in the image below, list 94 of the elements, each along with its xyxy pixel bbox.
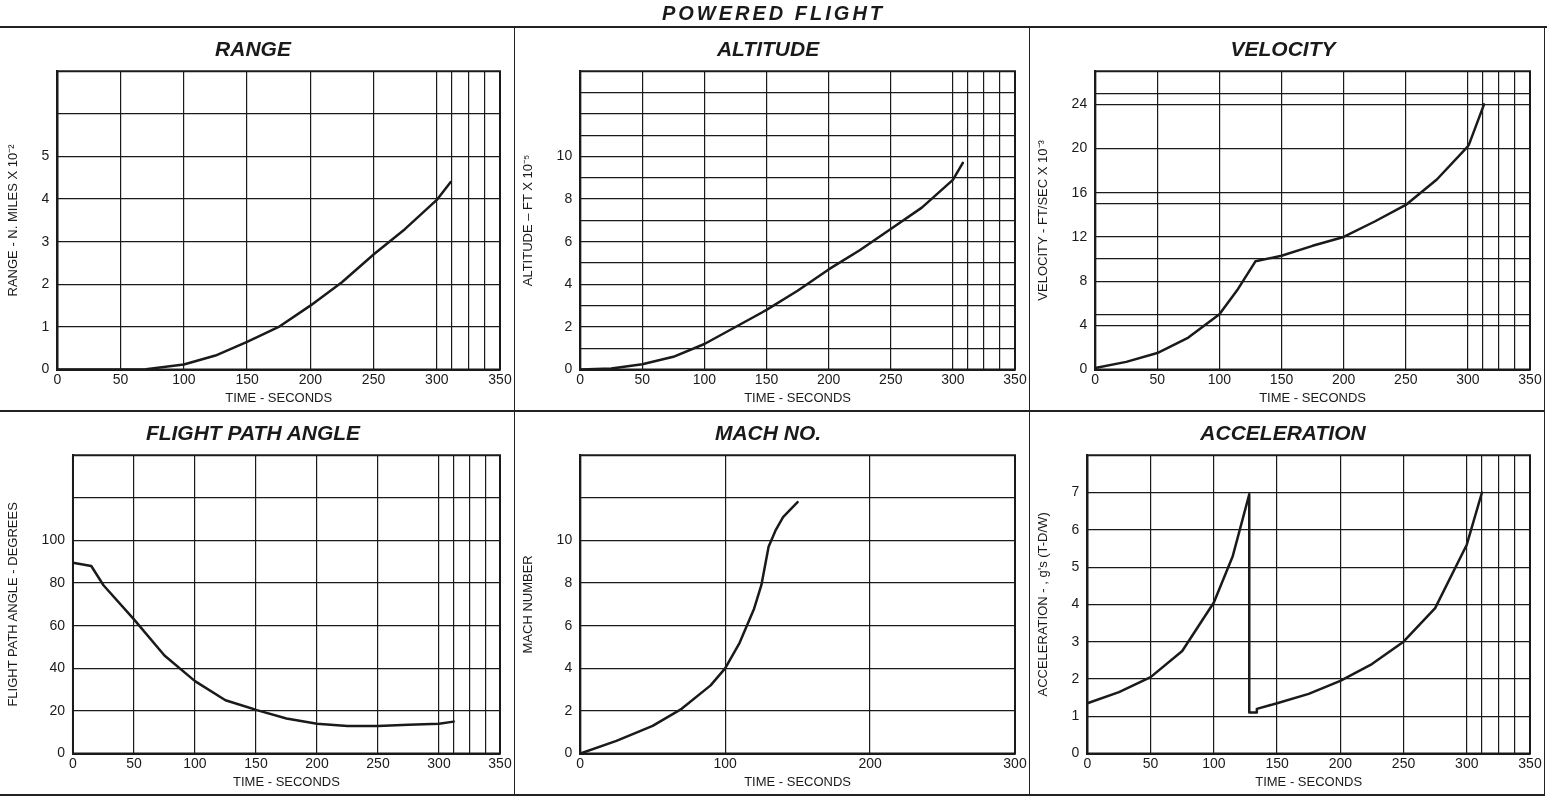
y-axis-title: MACH NUMBER — [520, 555, 536, 654]
x-tick-label: 100 — [713, 754, 738, 771]
x-tick-label: 100 — [1202, 754, 1226, 771]
x-tick-label: 200 — [1328, 754, 1353, 771]
x-tick-label: 50 — [1142, 754, 1159, 771]
y-tick-label: 4 — [564, 659, 573, 676]
x-tick-label: 150 — [1265, 754, 1289, 771]
x-axis-title: TIME - SECONDS — [744, 389, 852, 405]
x-axis-title: TIME - SECONDS — [233, 773, 341, 789]
x-tick-label: 300 — [425, 370, 449, 387]
x-axis-title: TIME - SECONDS — [744, 773, 852, 789]
y-tick-label: 80 — [49, 573, 66, 590]
x-tick-label: 300 — [1456, 370, 1480, 387]
chart-title: FLIGHT PATH ANGLE — [145, 421, 362, 445]
chart-title: RANGE — [215, 37, 292, 61]
x-tick-label: 0 — [576, 370, 585, 387]
x-tick-label: 0 — [1091, 370, 1100, 387]
y-tick-label: 2 — [564, 317, 573, 334]
y-tick-label: 1 — [1071, 707, 1080, 724]
y-tick-label: 40 — [49, 659, 66, 676]
x-tick-label: 350 — [1003, 370, 1027, 387]
y-tick-label: 8 — [564, 189, 573, 206]
x-tick-label: 350 — [1518, 754, 1542, 771]
text: POWERED FLIGHT — [661, 1, 886, 25]
y-tick-label: 6 — [564, 232, 573, 249]
y-tick-label: 10 — [556, 147, 573, 164]
y-tick-label: 20 — [1071, 139, 1088, 156]
y-tick-label: 3 — [41, 232, 50, 249]
x-tick-label: 250 — [879, 370, 903, 387]
x-tick-label: 250 — [1394, 370, 1418, 387]
x-tick-label: 0 — [69, 754, 78, 771]
x-axis-title: TIME - SECONDS — [1259, 389, 1367, 405]
x-tick-label: 200 — [816, 370, 841, 387]
x-axis-title: TIME - SECONDS — [1255, 773, 1363, 789]
y-tick-label: 24 — [1071, 95, 1088, 112]
x-tick-label: 350 — [488, 754, 512, 771]
y-axis-title: RANGE - N. MILES X 10⁻² — [5, 143, 21, 297]
x-tick-label: 100 — [692, 370, 717, 387]
y-tick-label: 20 — [49, 701, 66, 718]
x-tick-label: 200 — [298, 370, 323, 387]
x-tick-label: 300 — [427, 754, 451, 771]
x-tick-label: 300 — [1003, 754, 1027, 771]
x-axis-title: TIME - SECONDS — [225, 389, 333, 405]
x-tick-label: 200 — [305, 754, 329, 771]
y-axis-title: FLIGHT PATH ANGLE - DEGREES — [5, 501, 21, 707]
x-tick-label: 100 — [172, 370, 196, 387]
x-tick-label: 350 — [1518, 370, 1542, 387]
y-tick-label: 2 — [41, 275, 50, 292]
y-tick-label: 6 — [564, 616, 573, 633]
x-tick-label: 350 — [488, 370, 512, 387]
x-tick-label: 50 — [112, 370, 129, 387]
y-tick-label: 1 — [41, 317, 50, 334]
y-tick-label: 2 — [1071, 669, 1080, 686]
x-tick-label: 0 — [576, 754, 585, 771]
chart-title: ACCELERATION — [1199, 421, 1367, 445]
chart-title: MACH NO. — [714, 421, 822, 445]
y-tick-label: 12 — [1071, 227, 1088, 244]
chart-title: ALTITUDE — [715, 37, 821, 61]
chart-title: VELOCITY — [1230, 37, 1338, 61]
y-tick-label: 100 — [41, 531, 66, 548]
y-tick-label: 7 — [1071, 483, 1080, 500]
x-tick-label: 200 — [858, 754, 882, 771]
y-tick-label: 4 — [1071, 595, 1080, 612]
x-tick-label: 100 — [183, 754, 207, 771]
y-axis-title: VELOCITY - FT/SEC X 10⁻³ — [1035, 139, 1051, 301]
y-tick-label: 5 — [1071, 557, 1080, 574]
x-tick-label: 250 — [361, 370, 386, 387]
x-tick-label: 150 — [1269, 370, 1294, 387]
y-axis-title: ALTITUDE – FT X 10⁻⁵ — [520, 154, 536, 287]
y-tick-label: 6 — [1071, 520, 1080, 537]
x-tick-label: 200 — [1331, 370, 1356, 387]
x-tick-label: 250 — [366, 754, 390, 771]
y-axis-title: ACCELERATION - , g's (T-D/W) — [1035, 512, 1051, 697]
x-tick-label: 150 — [754, 370, 779, 387]
x-tick-label: 250 — [1391, 754, 1416, 771]
y-tick-label: 16 — [1071, 183, 1088, 200]
y-tick-label: 4 — [41, 189, 50, 206]
x-tick-label: 50 — [126, 754, 142, 771]
x-tick-label: 100 — [1207, 370, 1232, 387]
y-tick-label: 4 — [1079, 316, 1088, 333]
x-tick-label: 150 — [235, 370, 259, 387]
x-tick-label: 50 — [1149, 370, 1166, 387]
x-tick-label: 150 — [244, 754, 268, 771]
y-tick-label: 5 — [41, 147, 50, 164]
y-tick-label: 8 — [564, 573, 573, 590]
y-tick-label: 3 — [1071, 632, 1080, 649]
x-tick-label: 300 — [941, 370, 965, 387]
x-tick-label: 300 — [1455, 754, 1479, 771]
y-tick-label: 2 — [564, 701, 573, 718]
x-tick-label: 50 — [634, 370, 651, 387]
y-tick-label: 8 — [1079, 272, 1088, 289]
y-tick-label: 10 — [556, 531, 573, 548]
y-tick-label: 60 — [49, 616, 66, 633]
y-tick-label: 4 — [564, 275, 573, 292]
